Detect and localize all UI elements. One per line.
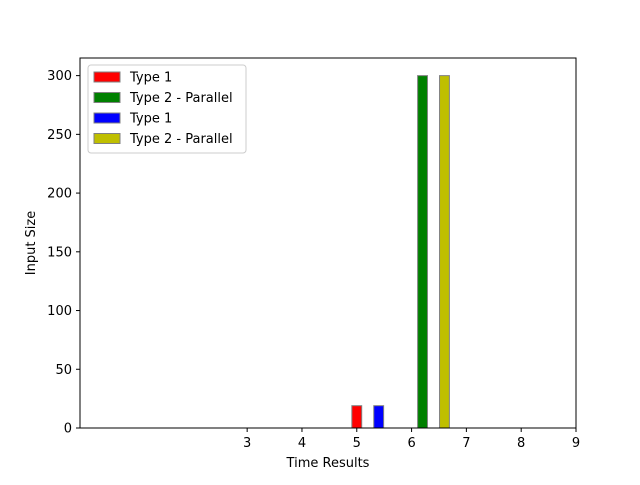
x-tick-label: 8 <box>517 436 525 451</box>
y-tick-label: 0 <box>64 422 72 437</box>
bar-series-4 <box>439 75 450 429</box>
y-tick-label: 50 <box>55 363 72 378</box>
y-tick-label: 250 <box>47 128 72 143</box>
legend-label: Type 1 <box>129 112 172 127</box>
legend-swatch <box>93 92 121 103</box>
legend-swatch <box>93 112 121 124</box>
bar-series-3 <box>373 405 385 429</box>
y-axis: 0 50 100 150 200 250 300 <box>47 69 80 437</box>
legend-label: Type 1 <box>129 71 172 86</box>
x-axis: 3 4 5 6 7 8 9 <box>243 428 580 451</box>
legend-box <box>87 64 247 154</box>
legend-label: Type 2 - Parallel <box>129 132 233 147</box>
plot-frame <box>79 57 577 429</box>
legend-swatch <box>93 71 121 83</box>
legend-swatch <box>93 133 121 144</box>
bars-layer <box>351 75 450 429</box>
bar-series-2 <box>417 75 428 429</box>
y-tick-label: 150 <box>47 245 72 260</box>
x-tick-label: 3 <box>243 436 251 451</box>
x-tick-label: 5 <box>353 436 361 451</box>
bar-series-1 <box>351 405 363 429</box>
x-axis-label: Time Results <box>286 456 370 471</box>
y-tick-label: 200 <box>47 187 72 202</box>
y-tick-label: 300 <box>47 69 72 84</box>
y-tick-label: 100 <box>47 304 72 319</box>
legend-label: Type 2 - Parallel <box>129 91 233 106</box>
x-tick-label: 7 <box>462 436 470 451</box>
y-axis-label: Input Size <box>24 211 39 275</box>
x-tick-label: 9 <box>572 436 580 451</box>
x-tick-label: 4 <box>298 436 306 451</box>
x-tick-label: 6 <box>407 436 415 451</box>
legend: Type 1 Type 2 - Parallel Type 1 Type 2 - Pa… <box>87 64 247 154</box>
